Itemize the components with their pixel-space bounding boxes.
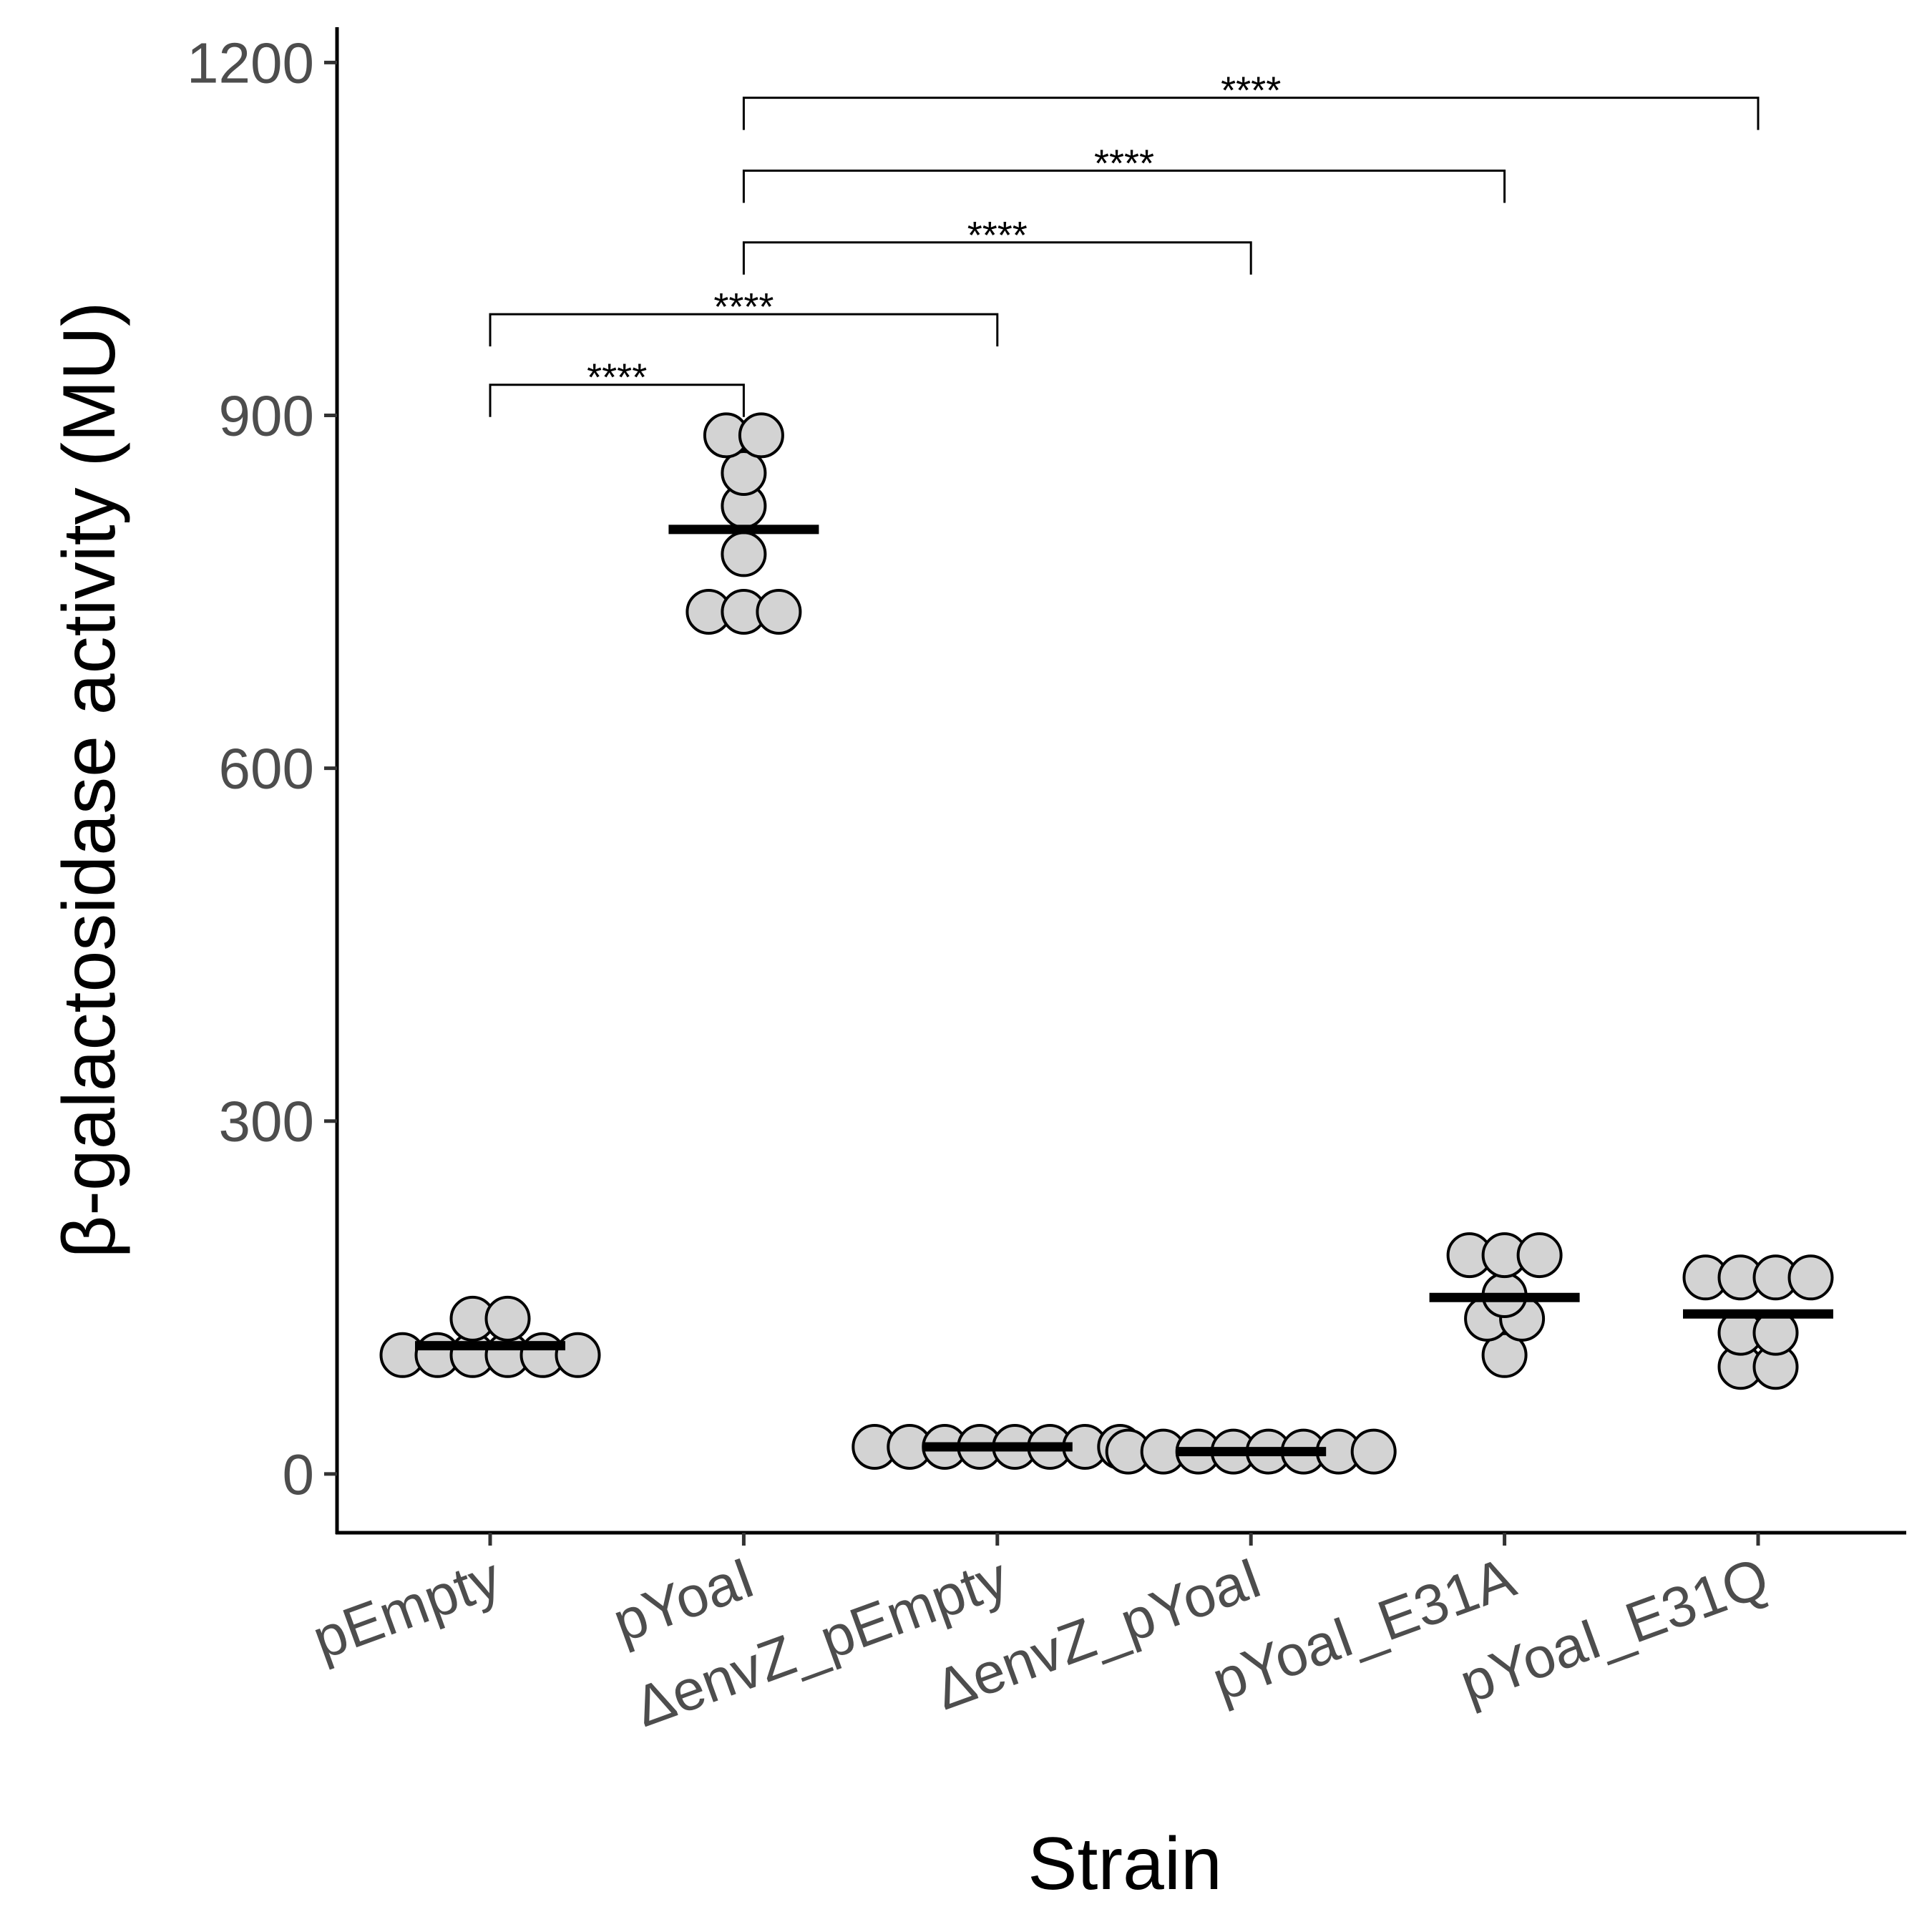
significance-label: **** xyxy=(713,286,774,328)
data-point xyxy=(756,588,802,635)
data-point xyxy=(484,1295,531,1342)
y-tick-label: 300 xyxy=(219,1090,314,1153)
data-point xyxy=(738,412,784,459)
significance-bracket xyxy=(742,97,1760,130)
y-tick-label: 0 xyxy=(283,1443,315,1506)
significance-label: **** xyxy=(1094,142,1154,185)
significance-label: **** xyxy=(1221,69,1281,112)
y-tick-label: 600 xyxy=(219,737,314,801)
data-point xyxy=(1516,1232,1563,1279)
data-point xyxy=(555,1332,601,1378)
significance-label: **** xyxy=(587,356,647,399)
significance-bracket xyxy=(742,170,1506,203)
y-tick-label: 1200 xyxy=(187,31,314,94)
significance-bracket xyxy=(742,241,1252,275)
significance-label: **** xyxy=(967,214,1028,257)
significance-bracket xyxy=(489,313,999,347)
y-tick-label: 900 xyxy=(219,384,314,447)
x-axis-title: Strain xyxy=(1028,1823,1222,1906)
data-point xyxy=(1350,1428,1397,1475)
y-axis-title: β-galactosidase activity (MU) xyxy=(48,301,131,1258)
data-point xyxy=(1787,1254,1834,1301)
data-point xyxy=(721,449,767,496)
data-point xyxy=(1481,1332,1528,1378)
data-point xyxy=(721,531,767,577)
significance-bracket xyxy=(489,384,745,417)
x-tick-label: pEmpty xyxy=(305,1545,509,1671)
